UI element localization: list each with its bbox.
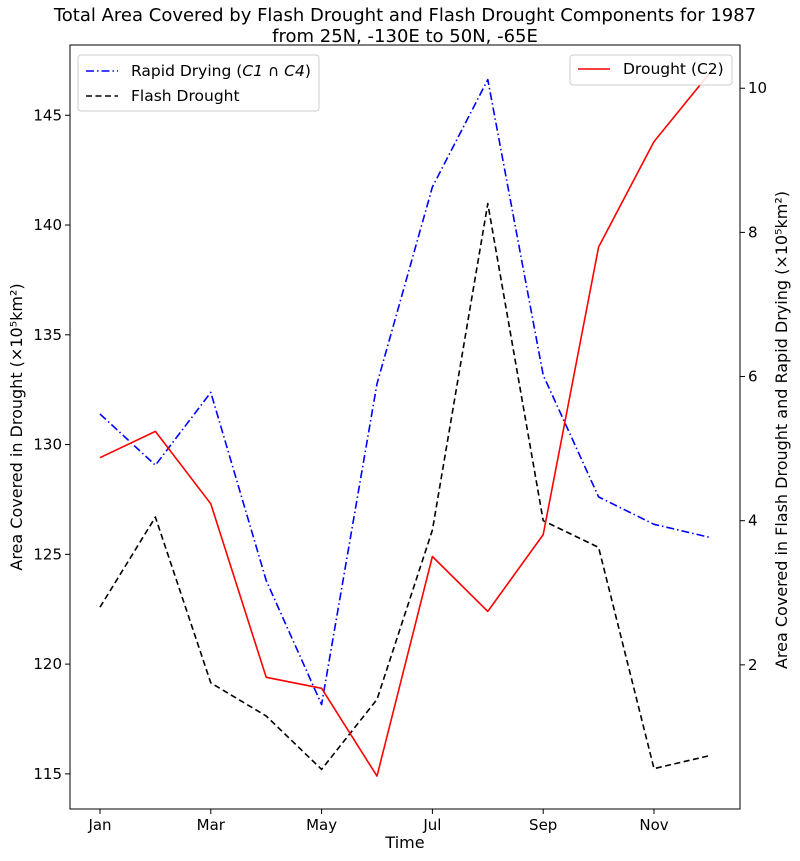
right-y-tick-label: 4 xyxy=(748,512,758,530)
chart-title-line-1: Total Area Covered by Flash Drought and … xyxy=(53,5,756,26)
legend-label: Rapid Drying (C1 ∩ C4) xyxy=(131,62,311,80)
series-line-0 xyxy=(100,80,709,705)
left-y-tick-label: 140 xyxy=(33,216,62,234)
chart-title-line-2: from 25N, -130E to 50N, -65E xyxy=(272,26,538,47)
left-y-axis-ticks: 115 120 125 130 135 140 145 xyxy=(33,106,70,783)
right-y-axis-ticks: 2 4 6 8 10 xyxy=(740,79,767,674)
right-y-axis-label: Area Covered in Flash Drought and Rapid … xyxy=(772,191,791,669)
plot-frame xyxy=(70,45,740,809)
right-y-tick-label: 10 xyxy=(748,79,767,97)
x-tick-label: Jan xyxy=(87,816,111,834)
x-tick-label: Sep xyxy=(529,816,557,834)
left-y-tick-label: 115 xyxy=(33,765,62,783)
series-line-2 xyxy=(100,74,709,777)
right-y-tick-label: 2 xyxy=(748,656,758,674)
legend-right: Drought (C2) xyxy=(570,55,732,85)
x-axis-label: Time xyxy=(384,833,424,852)
series-line-1 xyxy=(100,204,709,770)
x-tick-label: May xyxy=(306,816,337,834)
legend-left: Rapid Drying (C1 ∩ C4) Flash Drought xyxy=(78,55,319,111)
right-y-tick-label: 8 xyxy=(748,223,758,241)
left-y-tick-label: 145 xyxy=(33,106,62,124)
x-tick-label: Jul xyxy=(422,816,441,834)
series-layer xyxy=(100,73,710,776)
left-y-tick-label: 130 xyxy=(33,436,62,454)
right-y-tick-label: 6 xyxy=(748,368,758,386)
left-y-tick-label: 135 xyxy=(33,326,62,344)
left-y-axis-label: Area Covered in Drought (×10⁵km²) xyxy=(7,283,26,570)
legend-label: Flash Drought xyxy=(131,87,240,105)
x-tick-label: Nov xyxy=(639,816,668,834)
left-y-tick-label: 125 xyxy=(33,545,62,563)
legend-label: Drought (C2) xyxy=(623,60,724,78)
left-y-tick-label: 120 xyxy=(33,655,62,673)
x-tick-label: Mar xyxy=(197,816,226,834)
x-axis-ticks: Jan Mar May Jul Sep Nov xyxy=(87,809,668,834)
